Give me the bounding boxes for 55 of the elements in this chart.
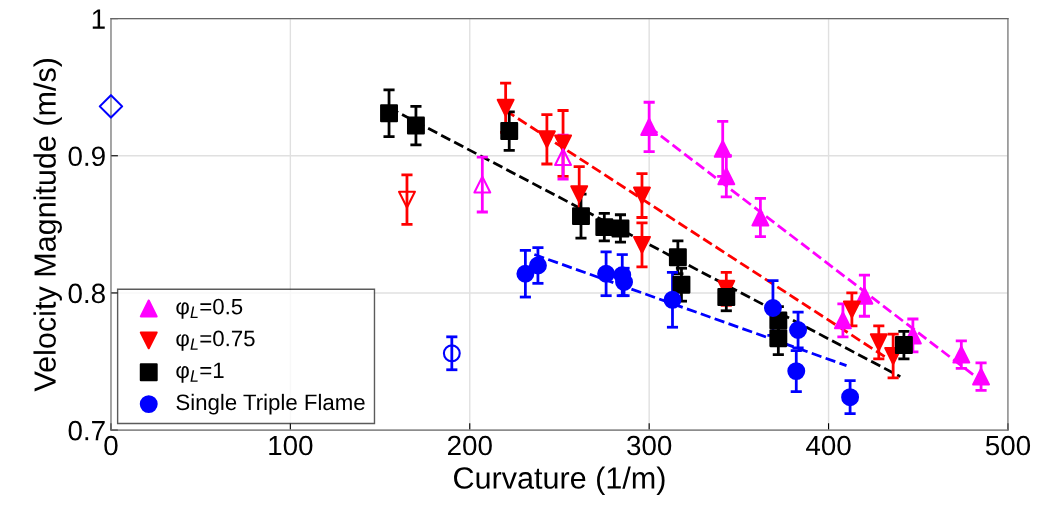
- y-tick-label: 1: [92, 9, 105, 29]
- x-tick-label: 100: [269, 435, 313, 456]
- legend-label: Single Triple Flame: [176, 393, 365, 415]
- point: [597, 264, 616, 283]
- point: [406, 116, 425, 135]
- point: [841, 388, 860, 407]
- point: [528, 256, 547, 275]
- point: [611, 219, 630, 238]
- x-tick-label: 300: [627, 435, 672, 456]
- point: [842, 300, 861, 319]
- point: [98, 94, 124, 119]
- point: [789, 321, 808, 339]
- point: [972, 367, 991, 386]
- point: [833, 311, 852, 330]
- legend-label: φ$_{L}$=1: [176, 362, 224, 383]
- y-tick-label: 0.7: [68, 420, 105, 441]
- point: [633, 235, 651, 254]
- point: [554, 148, 573, 167]
- x-tick-label: 400: [806, 435, 851, 456]
- x-tick-label: 0: [104, 435, 118, 456]
- point: [787, 362, 806, 381]
- point: [572, 207, 590, 226]
- point: [952, 345, 971, 364]
- point: [894, 336, 913, 355]
- point: [570, 185, 589, 204]
- point: [713, 139, 732, 158]
- point: [869, 333, 888, 352]
- point: [751, 208, 770, 227]
- x-tick-label: 200: [447, 435, 492, 456]
- legend-label: φ$_{L}$=0.75: [176, 330, 255, 351]
- point: [763, 299, 782, 317]
- point: [663, 290, 682, 309]
- point: [537, 130, 556, 149]
- x-tick-label: 500: [985, 435, 1031, 456]
- y-tick-label: 0.9: [68, 146, 105, 167]
- point: [473, 175, 492, 194]
- point: [500, 122, 519, 141]
- point: [672, 275, 691, 294]
- point: [496, 98, 515, 117]
- point: [595, 218, 614, 237]
- legend-label: φ$_{L}$=0.5: [176, 298, 243, 319]
- y-axis-title: Velocity Magnitude (m/s): [33, 58, 62, 392]
- point: [717, 167, 736, 186]
- point: [554, 134, 573, 153]
- point: [442, 344, 461, 363]
- point: [380, 104, 398, 123]
- point: [640, 118, 659, 136]
- point: [769, 329, 788, 348]
- y-tick-label: 0.8: [68, 283, 105, 304]
- point: [398, 190, 416, 209]
- x-axis-title: Curvature (1/m): [454, 466, 665, 495]
- point: [633, 186, 651, 205]
- point: [516, 264, 535, 283]
- point: [668, 248, 687, 267]
- point: [717, 288, 736, 307]
